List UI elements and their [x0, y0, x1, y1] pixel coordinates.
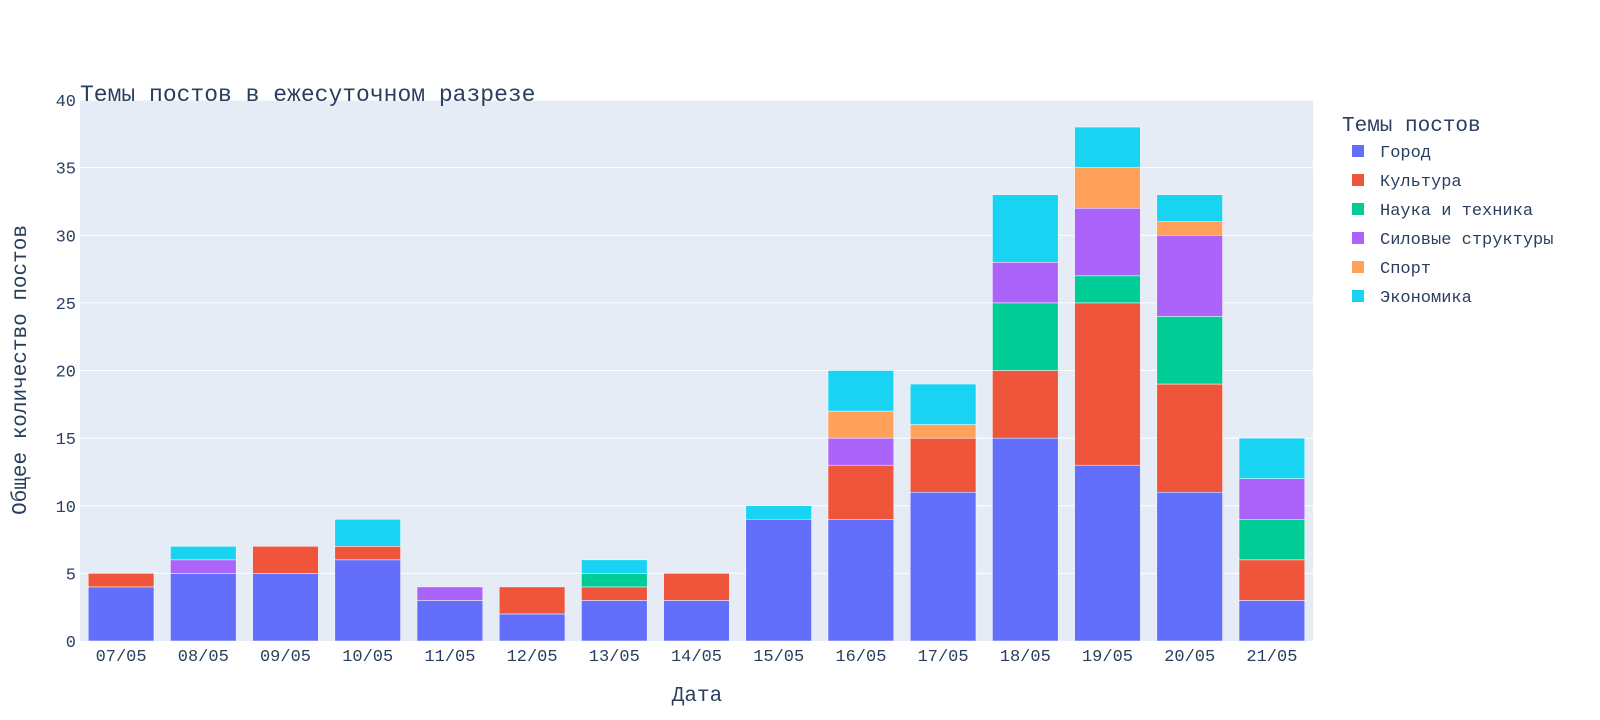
legend-swatch: [1352, 174, 1364, 186]
bar-segment: [1074, 126, 1141, 168]
bar-segment: [992, 262, 1059, 304]
bar-segment: [663, 573, 730, 601]
x-tick-label: 13/05: [589, 648, 640, 667]
bar-segment: [1238, 600, 1306, 642]
bar-segment: [992, 437, 1059, 642]
bar-segment: [581, 586, 648, 601]
legend-item-label: Наука и техника: [1380, 202, 1533, 221]
bar-segment: [416, 586, 484, 601]
y-tick-label: 35: [56, 161, 76, 180]
legend-swatch: [1352, 290, 1364, 302]
x-tick-label: 09/05: [260, 648, 311, 667]
x-tick-label: 14/05: [671, 648, 722, 667]
bar-segment: [498, 613, 566, 642]
bar-segment: [252, 573, 319, 642]
bar-segment: [745, 519, 812, 642]
legend-item-label: Город: [1380, 144, 1431, 163]
bar-segment: [1074, 275, 1141, 304]
bar-segment: [170, 573, 237, 642]
bar-segment: [992, 194, 1059, 263]
x-tick-label: 21/05: [1246, 648, 1297, 667]
y-tick-label: 5: [66, 566, 76, 585]
legend-title: Темы постов: [1342, 115, 1481, 138]
bar-segment: [581, 600, 648, 642]
bar-segment: [87, 586, 155, 642]
bar-segment: [87, 573, 155, 588]
bar-segment: [909, 383, 977, 425]
bar-segment: [1074, 464, 1141, 642]
y-tick-label: 40: [56, 93, 76, 112]
bar-segment: [252, 546, 319, 574]
bar-segment: [170, 559, 237, 574]
bar-segment: [416, 600, 484, 642]
bar-segment: [909, 424, 977, 439]
bar-segment: [1074, 207, 1141, 277]
legend-item-label: Спорт: [1380, 260, 1431, 279]
bar-segment: [1238, 478, 1306, 520]
x-tick-label: 11/05: [424, 648, 475, 667]
x-tick-label: 12/05: [507, 648, 558, 667]
x-tick-label: 18/05: [1000, 648, 1051, 667]
legend-swatch: [1352, 232, 1364, 244]
bar-segment: [170, 546, 237, 561]
x-tick-label: 20/05: [1164, 648, 1215, 667]
legend-swatch: [1352, 145, 1364, 157]
y-tick-label: 0: [66, 634, 76, 653]
bar-segment: [498, 586, 566, 615]
bar-segment: [334, 546, 401, 561]
bar-segment: [992, 302, 1059, 371]
x-tick-label: 15/05: [753, 648, 804, 667]
bar-segment: [1156, 383, 1223, 493]
y-axis-title: Общее количество постов: [10, 225, 33, 515]
legend-item-label: Силовые структуры: [1380, 231, 1553, 250]
x-tick-label: 16/05: [835, 648, 886, 667]
bar-segment: [334, 519, 401, 547]
y-tick-label: 25: [56, 296, 76, 315]
legend-item-label: Культура: [1380, 173, 1462, 192]
x-tick-label: 10/05: [342, 648, 393, 667]
bar-segment: [581, 559, 648, 574]
legend-item-label: Экономика: [1380, 289, 1472, 308]
bar-segment: [909, 437, 977, 493]
bar-segment: [827, 370, 895, 412]
y-tick-label: 20: [56, 364, 76, 383]
bar-segment: [1156, 491, 1223, 642]
bar-segment: [909, 491, 977, 642]
bar-segment: [581, 573, 648, 588]
bar-segment: [827, 437, 895, 466]
bar-segment: [334, 559, 401, 642]
x-tick-label: 17/05: [918, 648, 969, 667]
legend-swatch: [1352, 261, 1364, 273]
bar-segment: [992, 370, 1059, 439]
bar-segment: [1238, 519, 1306, 561]
y-tick-label: 30: [56, 228, 76, 247]
bars: [87, 126, 1306, 642]
bar-segment: [1238, 437, 1306, 479]
bar-segment: [1238, 559, 1306, 601]
legend-swatch: [1352, 203, 1364, 215]
bar-segment: [827, 519, 895, 642]
x-tick-label: 08/05: [178, 648, 229, 667]
bar-segment: [1156, 235, 1223, 317]
legend: Темы постов Город Культура Наука и техника…: [1342, 115, 1553, 308]
y-tick-label: 10: [56, 499, 76, 518]
bar-segment: [1156, 316, 1223, 385]
chart-title: Темы постов в ежесуточном разрезе: [80, 82, 535, 108]
y-axis-ticks: 0 5 10 15 20 25 30 35 40: [56, 93, 76, 653]
bar-segment: [827, 410, 895, 439]
bar-segment: [663, 600, 730, 642]
bar-segment: [745, 505, 812, 520]
bar-segment: [1156, 194, 1223, 222]
bar-segment: [1074, 302, 1141, 466]
x-tick-label: 19/05: [1082, 648, 1133, 667]
y-tick-label: 15: [56, 431, 76, 450]
x-tick-label: 07/05: [96, 648, 147, 667]
bar-segment: [827, 464, 895, 520]
bar-segment: [1156, 221, 1223, 236]
x-axis-ticks: 07/05 08/05 09/05 10/05 11/05 12/05 13/05 14/05…: [96, 648, 1298, 667]
x-axis-title: Дата: [672, 685, 722, 708]
bar-segment: [1074, 167, 1141, 209]
